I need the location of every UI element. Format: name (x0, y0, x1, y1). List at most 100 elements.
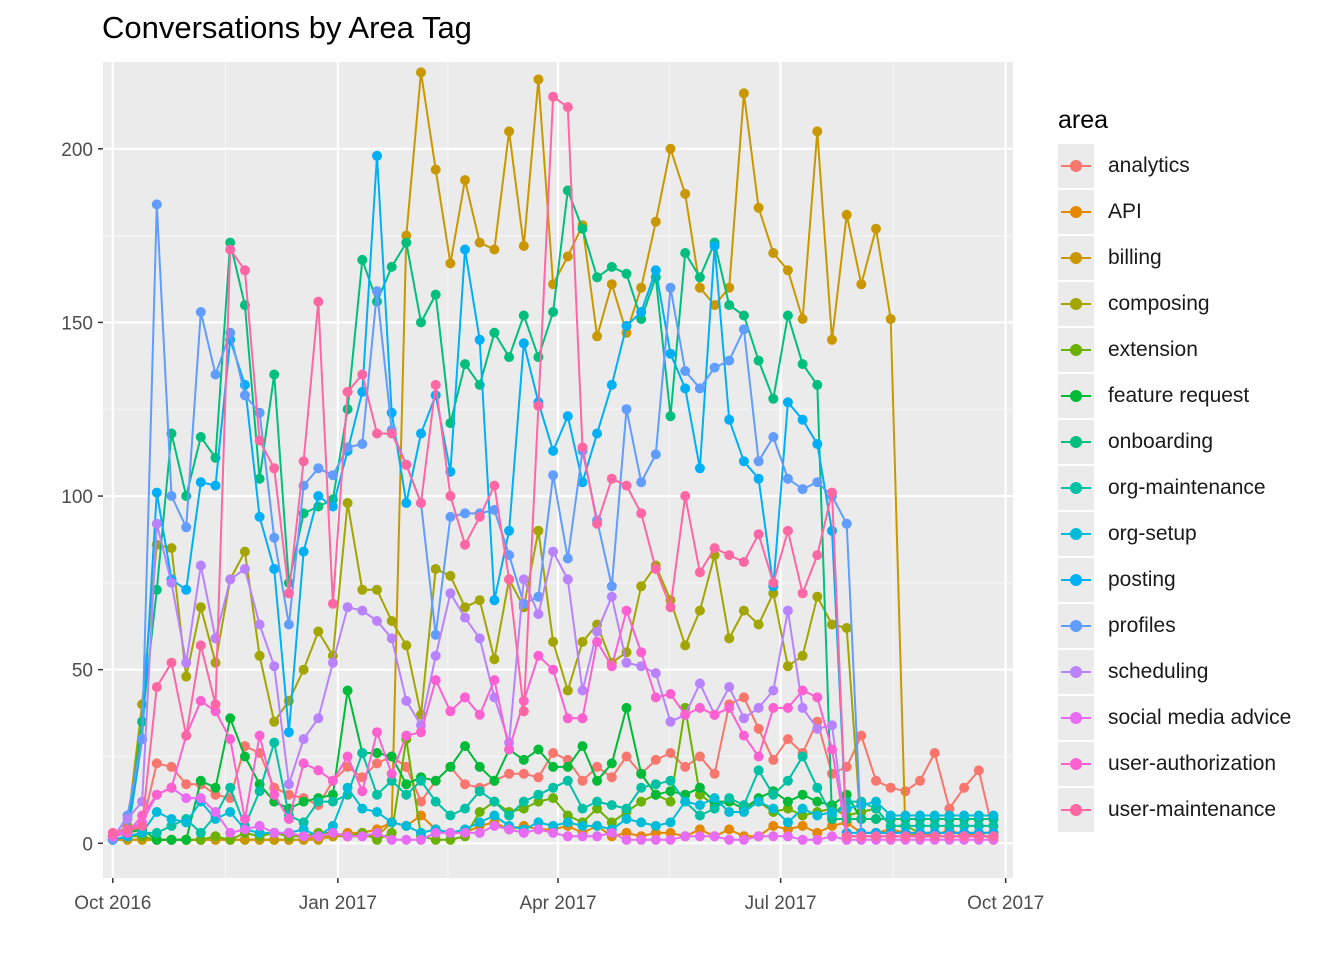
data-point-billing (636, 282, 647, 293)
data-point-user-maintenance (753, 529, 764, 540)
data-point-profiles (606, 581, 617, 592)
data-point-billing (401, 230, 412, 241)
data-point-onboarding (621, 268, 632, 279)
data-point-org-setup (548, 820, 559, 831)
data-point-billing (797, 314, 808, 324)
data-point-onboarding (518, 310, 529, 321)
legend-item-feature-request: feature request (1058, 373, 1291, 419)
data-point-user-maintenance (577, 442, 588, 453)
data-point-social-media-advice (210, 807, 221, 817)
data-point-social-media-advice (239, 824, 250, 835)
data-point-user-maintenance (959, 831, 970, 842)
data-point-profiles (782, 473, 793, 484)
series-analytics (107, 692, 999, 842)
data-point-onboarding (694, 272, 705, 283)
data-point-billing (430, 164, 441, 175)
data-point-social-media-advice (283, 827, 294, 838)
data-point-composing (636, 581, 647, 592)
data-point-org-setup (650, 820, 661, 831)
data-point-scheduling (269, 661, 280, 672)
legend-key-API (1058, 190, 1094, 234)
data-point-analytics (900, 786, 911, 797)
data-point-org-setup (489, 810, 500, 821)
data-point-onboarding (342, 404, 353, 415)
data-point-feature-request (151, 834, 162, 845)
data-point-billing (768, 248, 779, 258)
data-point-feature-request (782, 796, 793, 807)
data-point-user-maintenance (298, 456, 309, 467)
data-point-onboarding (812, 379, 823, 390)
data-point-user-authorization (753, 751, 764, 762)
data-point-billing (885, 314, 896, 324)
data-point-user-authorization (327, 775, 338, 786)
data-point-user-maintenance (181, 730, 192, 741)
data-point-user-authorization (386, 768, 397, 779)
data-point-user-maintenance (738, 557, 749, 567)
data-point-composing (812, 591, 823, 602)
data-point-user-authorization (812, 692, 823, 703)
data-point-posting (181, 584, 192, 595)
data-point-onboarding (577, 223, 588, 234)
data-point-posting (313, 491, 324, 501)
data-point-extension (636, 796, 647, 807)
data-point-user-authorization (562, 713, 573, 724)
data-point-social-media-advice (768, 831, 779, 842)
data-point-composing (357, 584, 368, 595)
data-point-billing (504, 126, 515, 137)
data-point-profiles (562, 553, 573, 564)
data-point-feature-request (489, 775, 500, 786)
data-point-org-maintenance (327, 796, 338, 807)
data-point-API (621, 827, 632, 838)
data-point-user-maintenance (900, 831, 911, 842)
data-point-posting (401, 498, 412, 508)
data-point-scheduling (827, 720, 837, 731)
data-point-analytics (709, 768, 720, 779)
data-point-profiles (210, 369, 221, 380)
data-point-profiles (841, 518, 852, 529)
data-point-analytics (460, 779, 470, 790)
data-point-billing (841, 209, 852, 220)
legend-key-profiles (1058, 604, 1094, 648)
data-point-composing (474, 595, 485, 606)
data-point-org-maintenance (195, 827, 206, 838)
data-point-org-maintenance (959, 820, 970, 831)
data-point-analytics (959, 782, 970, 793)
data-point-extension (210, 831, 221, 842)
legend-label: posting (1108, 568, 1176, 591)
data-point-scheduling (474, 633, 485, 644)
data-point-profiles (269, 532, 280, 543)
data-point-billing (460, 175, 470, 186)
legend-key-user-authorization (1058, 742, 1094, 786)
data-point-scheduling (768, 685, 779, 696)
data-point-org-setup (151, 807, 162, 817)
data-point-scheduling (518, 574, 529, 585)
data-point-analytics (665, 748, 676, 758)
legend: area analytics API billing composing extensi… (1058, 106, 1291, 833)
data-point-user-maintenance (548, 91, 559, 102)
data-point-onboarding (606, 261, 617, 272)
data-point-scheduling (445, 588, 456, 599)
data-point-onboarding (401, 237, 412, 248)
data-point-user-authorization (166, 782, 177, 793)
data-point-profiles (283, 619, 294, 630)
data-point-org-setup (827, 807, 837, 817)
data-point-profiles (709, 362, 720, 373)
data-point-scheduling (327, 657, 338, 668)
data-point-social-media-advice (460, 827, 470, 838)
data-point-user-authorization (768, 702, 779, 713)
data-point-API (827, 820, 837, 831)
data-point-org-maintenance (871, 803, 881, 814)
data-point-posting (812, 439, 823, 449)
data-point-org-maintenance (650, 779, 661, 790)
data-point-feature-request (298, 796, 309, 807)
data-point-org-maintenance (812, 782, 823, 793)
data-point-posting (518, 338, 529, 349)
legend-label: API (1108, 200, 1142, 223)
data-point-user-maintenance (709, 543, 720, 554)
data-point-posting (504, 525, 515, 536)
data-point-profiles (650, 449, 661, 460)
data-point-billing (812, 126, 823, 137)
data-point-org-maintenance (504, 810, 515, 821)
data-point-user-authorization (210, 706, 221, 717)
data-point-user-authorization (372, 727, 382, 738)
